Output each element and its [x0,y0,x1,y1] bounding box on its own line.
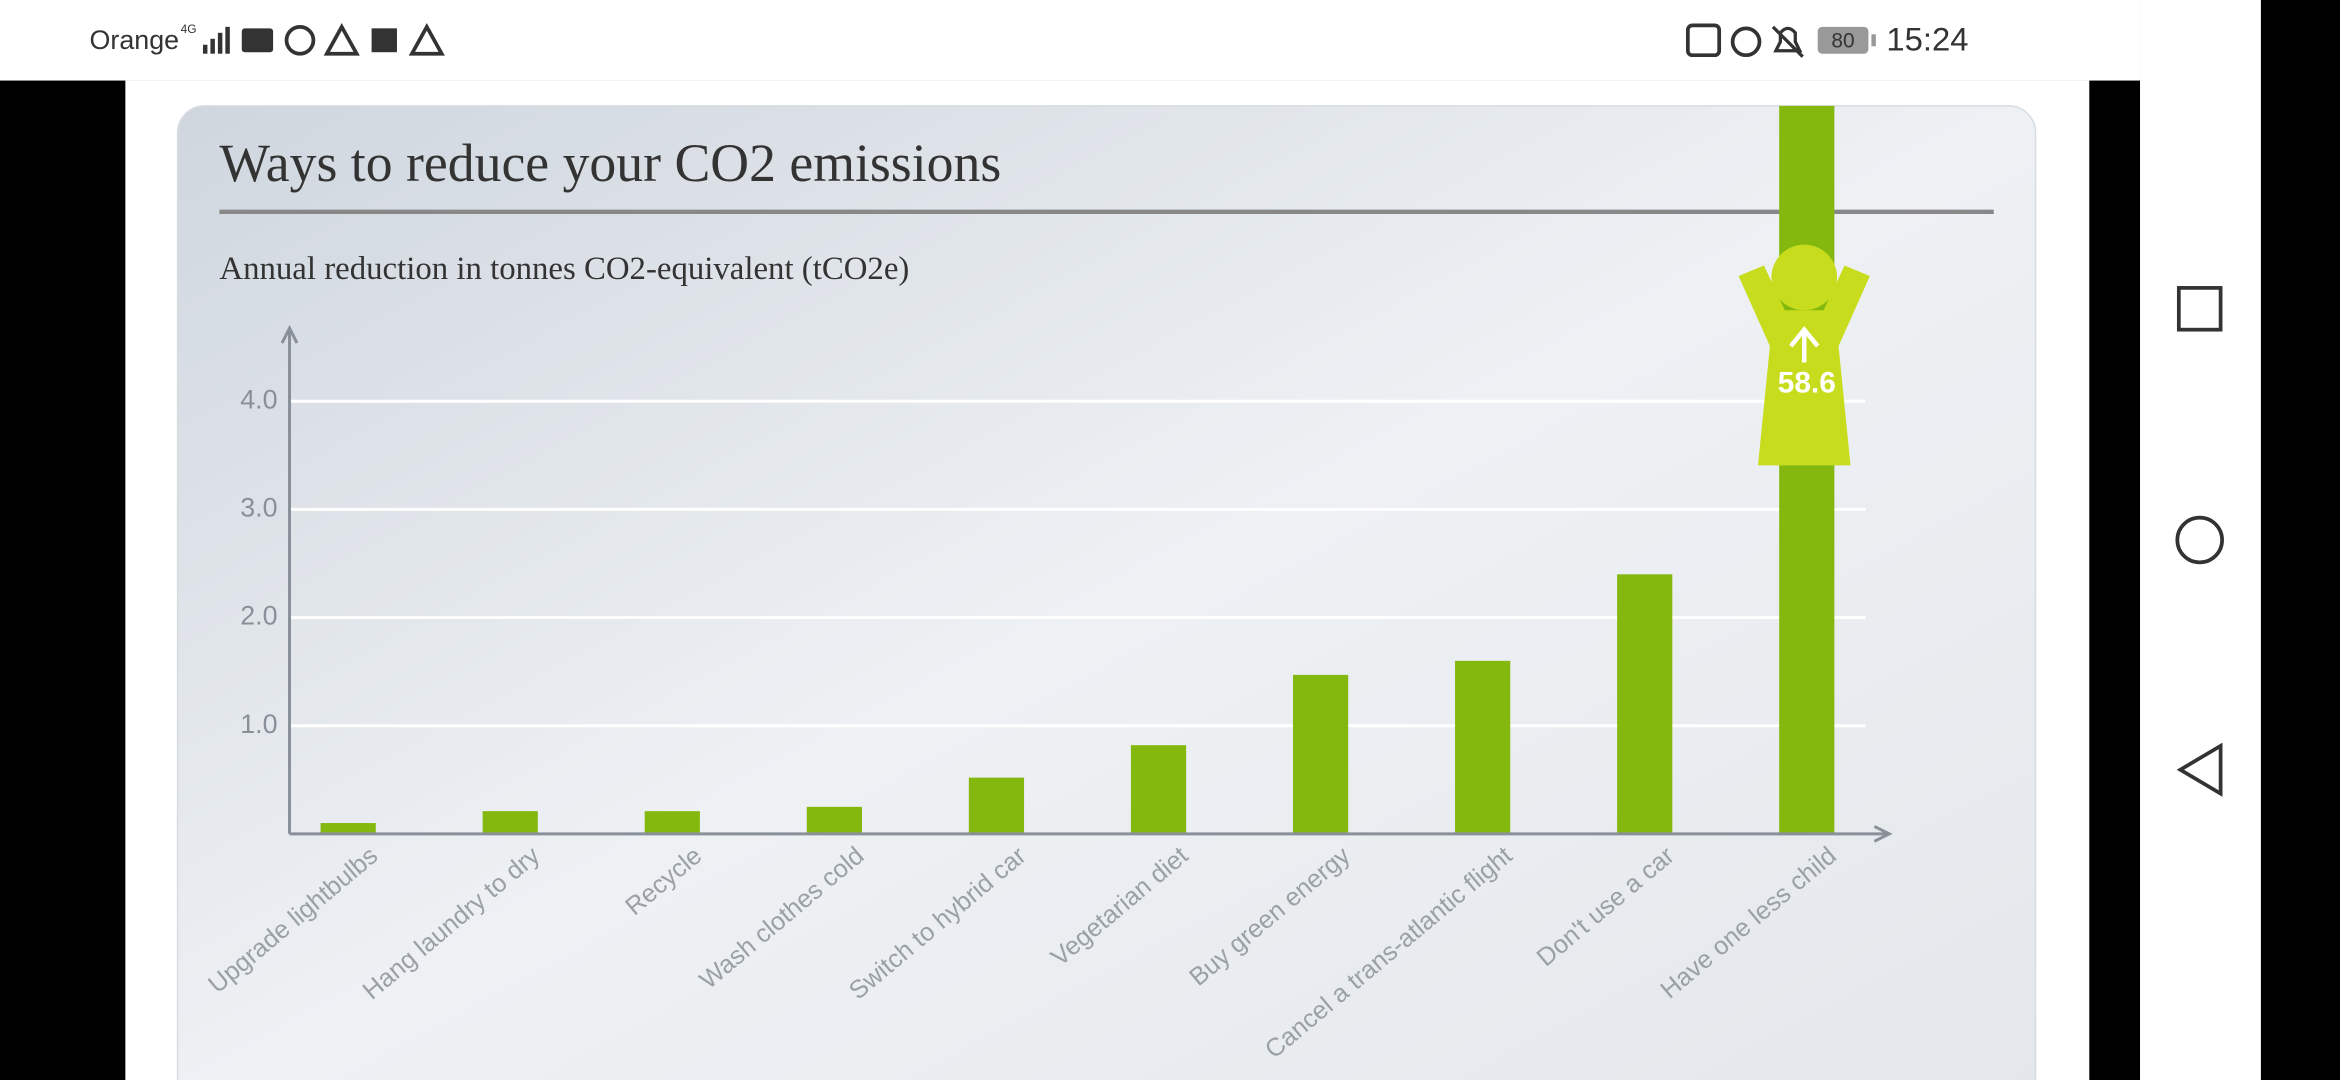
y-tick-label: 4.0 [240,384,277,414]
battery-tip [1871,34,1876,47]
signal [202,26,230,54]
value-label: 58.6 [1778,367,1836,400]
bar [806,806,862,834]
recents-button[interactable] [2176,286,2223,332]
bar [1455,660,1511,834]
bar [644,811,700,834]
home-button[interactable] [2175,515,2224,565]
alarm-icon [1730,26,1762,58]
chart-title: Ways to reduce your CO2 emissions [219,133,1001,193]
battery-level: 80 [1831,29,1854,52]
whatsapp-icon [284,24,316,56]
bars [320,105,1835,834]
bar [1292,674,1349,834]
warning-icon [408,23,445,56]
warning-icon [323,23,360,56]
news-icon [371,28,397,53]
back-button[interactable] [2176,742,2223,797]
arrow-icon [1789,326,1820,363]
bar [1130,745,1187,834]
y-tick-label: 1.0 [240,709,277,739]
mail-icon [241,28,274,53]
network: 4G [181,22,197,36]
y-tick-label: 3.0 [240,493,277,523]
y-tick-label: 2.0 [240,601,277,631]
axes [280,324,1893,843]
status-bar [0,0,2141,81]
bar [1617,574,1673,834]
nav-bar [2140,0,2261,1080]
grid [289,399,1866,728]
bar [482,811,538,834]
time: 15:24 [1886,20,1968,57]
mute-icon [1771,25,1804,58]
bar [968,777,1025,834]
nfc-icon [1685,23,1722,58]
battery [1817,26,1869,54]
bar [320,823,376,834]
bar [1779,105,1835,834]
child-icon [1738,244,1870,466]
chart-panel [176,105,2037,1080]
carrier: Orange [90,25,180,55]
chart-subtitle: Annual reduction in tonnes CO2-equivalen… [219,251,909,287]
